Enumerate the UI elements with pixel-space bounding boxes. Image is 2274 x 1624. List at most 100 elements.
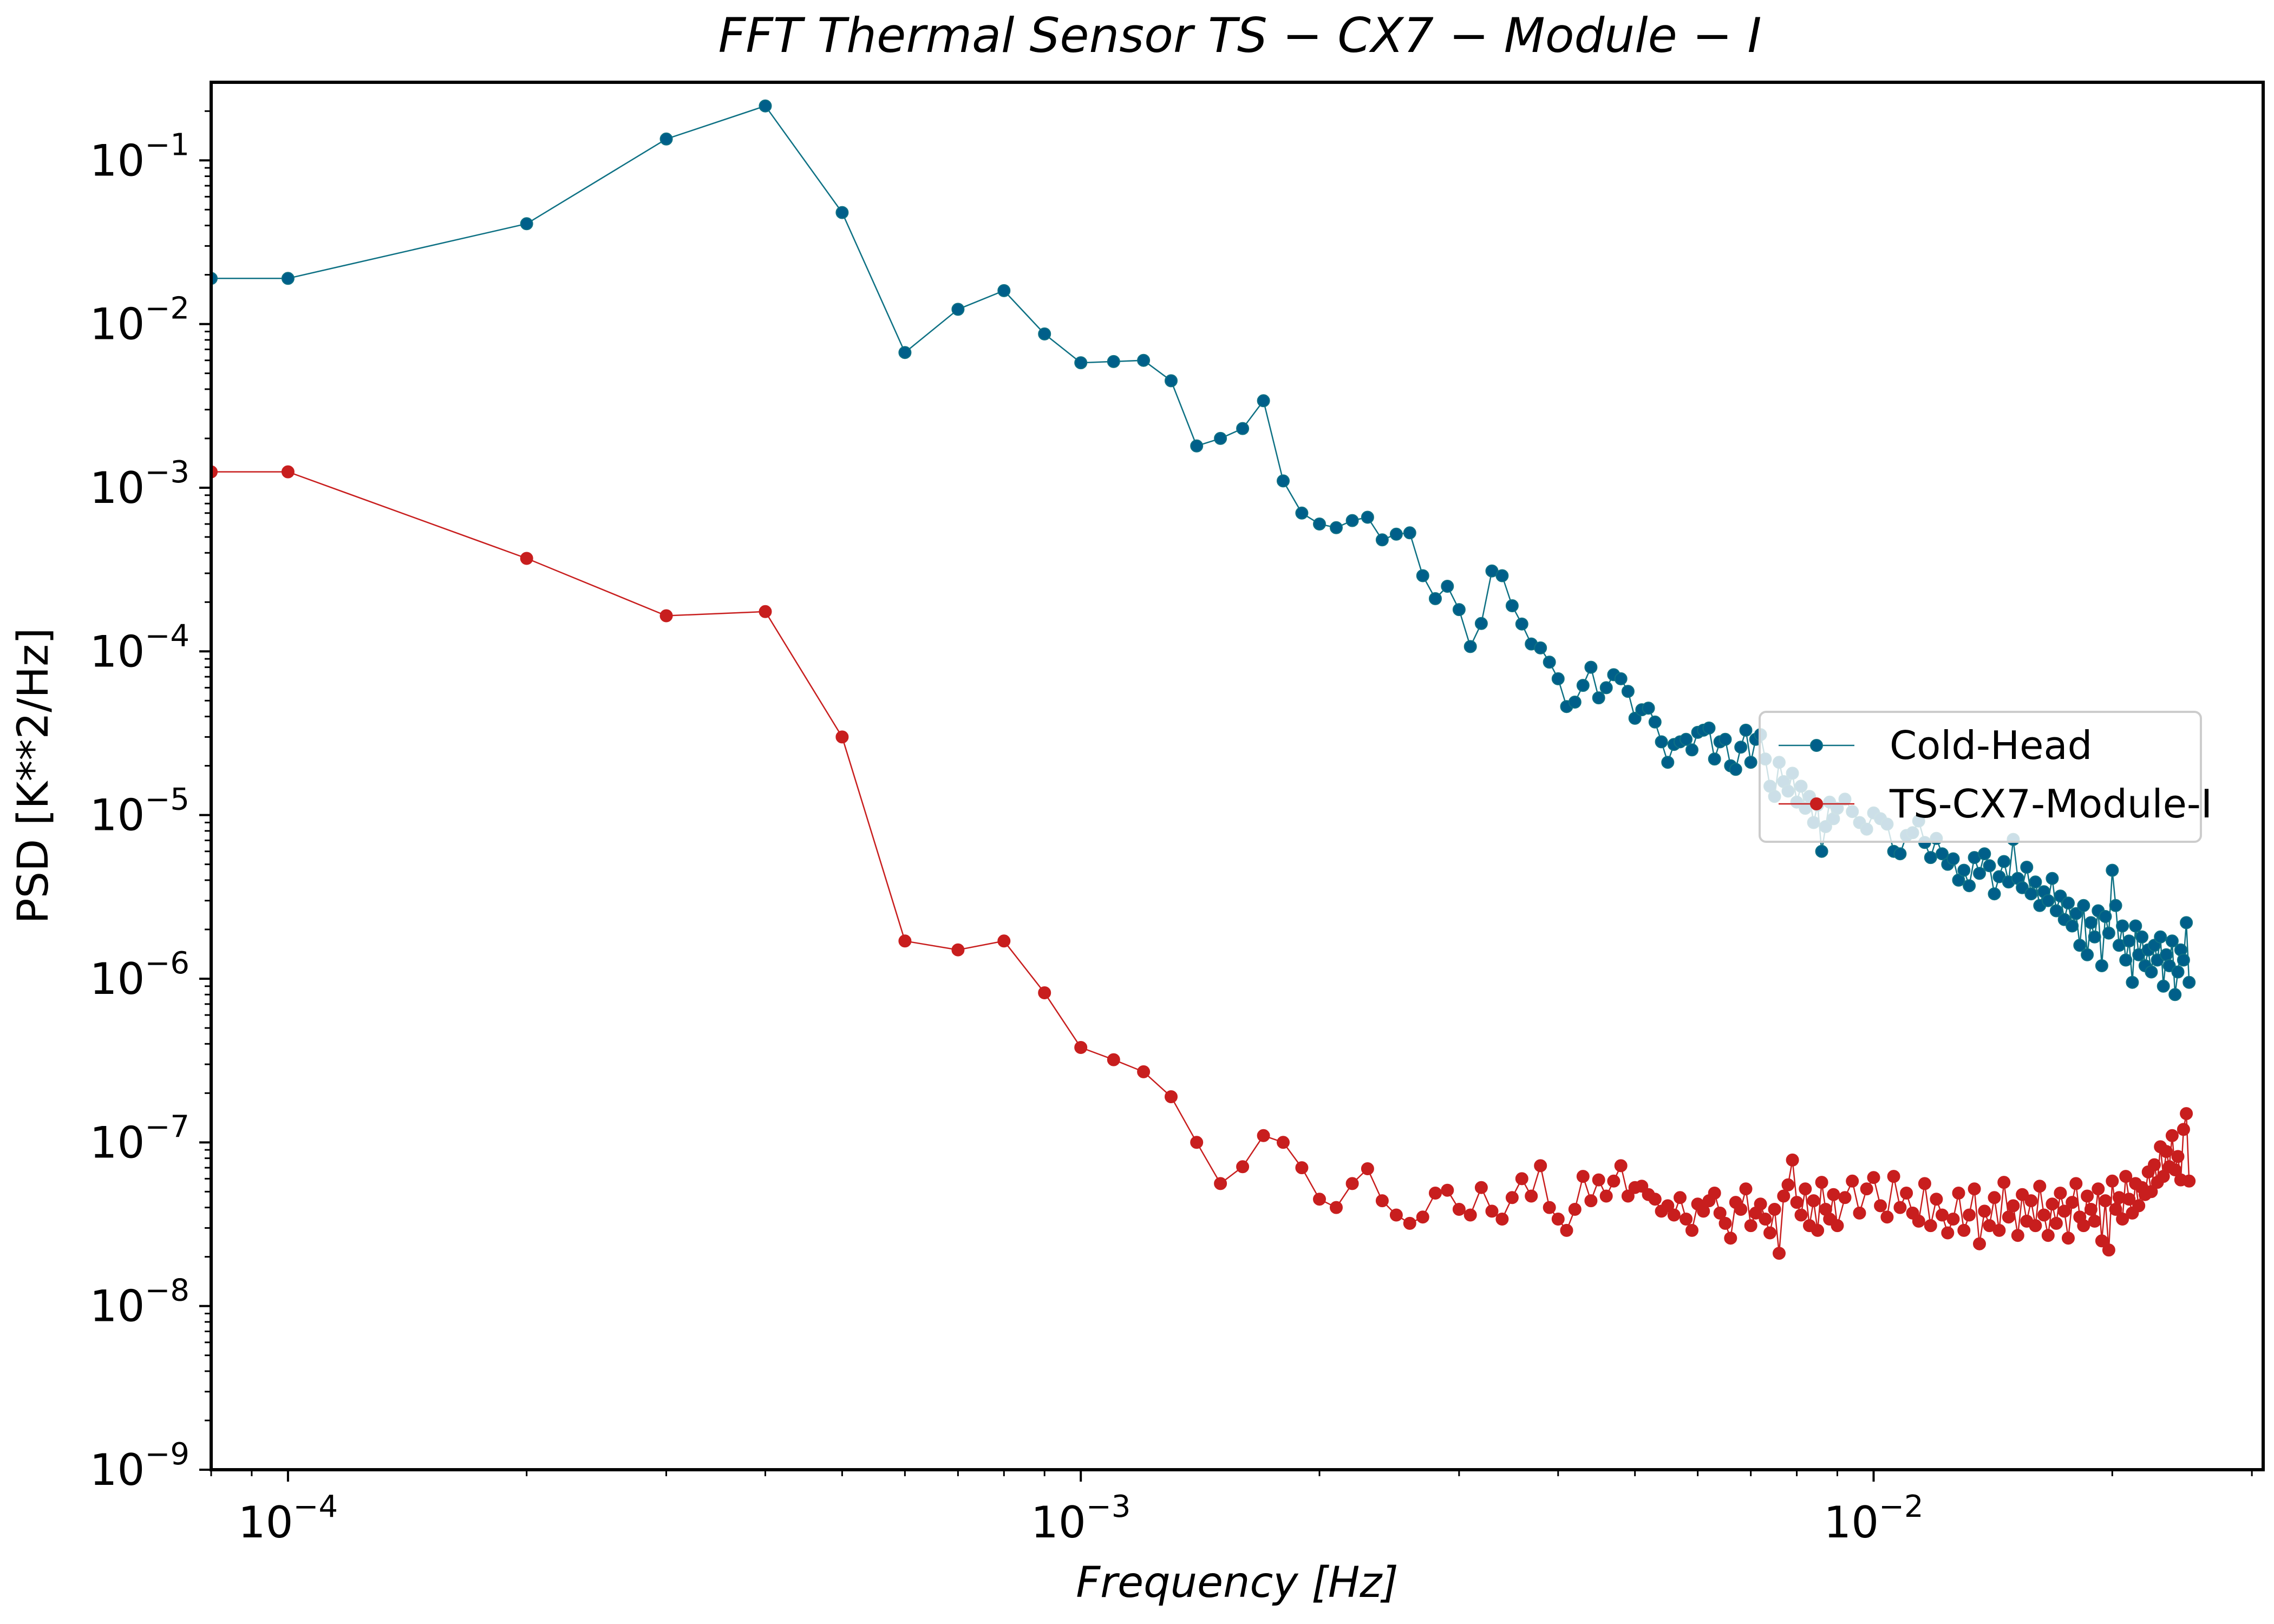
- data-point: [1680, 1213, 1693, 1226]
- data-point: [1708, 752, 1721, 766]
- data-point: [2106, 863, 2119, 877]
- data-point: [2020, 861, 2034, 874]
- data-point: [2069, 907, 2083, 920]
- data-point: [1190, 439, 1204, 453]
- data-point: [1718, 732, 1732, 746]
- data-point: [1744, 756, 1757, 769]
- data-point: [2081, 948, 2094, 961]
- data-point: [2062, 896, 2075, 910]
- data-point: [1534, 641, 1547, 654]
- y-tick-label: 10−6: [90, 946, 190, 1004]
- data-point: [1811, 1223, 1825, 1237]
- y-tick-label: 10−4: [90, 618, 190, 677]
- data-point: [2054, 1187, 2067, 1200]
- data-point: [1330, 1201, 1343, 1214]
- data-point: [1345, 514, 1359, 527]
- data-point: [1815, 1176, 1828, 1189]
- data-point: [1918, 1177, 1931, 1190]
- legend-label: TS-CX7-Module-I: [1889, 781, 2212, 827]
- data-point: [1551, 672, 1565, 685]
- data-point: [2062, 1232, 2075, 1245]
- data-point: [1375, 533, 1389, 547]
- data-point: [1887, 1170, 1900, 1183]
- data-point: [1936, 1208, 1949, 1222]
- legend-label: Cold-Head: [1890, 723, 2092, 768]
- data-point: [898, 934, 912, 948]
- data-point: [659, 132, 673, 146]
- data-point: [2016, 881, 2029, 894]
- data-point: [1345, 1177, 1359, 1190]
- data-point: [1786, 1153, 1799, 1167]
- data-point: [1592, 691, 1605, 705]
- data-point: [1708, 1187, 1721, 1200]
- data-point: [1474, 617, 1488, 630]
- y-tick-label: 10−8: [90, 1273, 190, 1332]
- data-point: [2182, 975, 2196, 989]
- data-point: [1952, 1187, 1965, 1200]
- data-point: [2109, 1203, 2122, 1216]
- legend-entry: TS-CX7-Module-I: [1779, 781, 2212, 827]
- data-point: [1416, 569, 1429, 582]
- data-point: [2122, 934, 2136, 948]
- data-point: [1900, 1187, 1913, 1200]
- data-point: [2109, 899, 2122, 912]
- data-point: [1614, 1159, 1628, 1173]
- data-point: [2002, 1210, 2015, 1224]
- data-point: [1973, 1237, 1986, 1250]
- data-point: [1295, 1161, 1309, 1175]
- data-point: [1815, 844, 1828, 858]
- data-point: [1655, 735, 1668, 749]
- data-point: [2041, 1229, 2055, 1242]
- y-tick-label: 10−2: [90, 291, 190, 350]
- data-point: [1190, 1136, 1204, 1149]
- data-point: [1441, 580, 1454, 593]
- data-point: [1137, 1065, 1151, 1078]
- data-point: [1754, 1197, 1767, 1211]
- data-point: [1642, 702, 1655, 715]
- y-axis-label: PSD [K**2/Hz]: [9, 628, 58, 924]
- data-point: [1946, 852, 1960, 866]
- data-point: [2049, 1216, 2063, 1230]
- data-point: [1794, 1208, 1808, 1222]
- axes-frame: [210, 81, 2265, 1471]
- data-point: [1853, 1206, 1866, 1220]
- data-point: [1403, 526, 1416, 540]
- data-point: [1963, 1208, 1976, 1222]
- data-point: [1744, 1219, 1757, 1233]
- data-point: [2095, 1234, 2108, 1248]
- data-point: [1648, 1193, 1662, 1206]
- data-point: [2122, 1193, 2136, 1206]
- data-point: [2011, 1229, 2024, 1242]
- data-point: [1807, 1194, 1820, 1208]
- data-point: [2165, 934, 2179, 948]
- data-point: [1429, 1187, 1442, 1200]
- data-point: [1107, 355, 1120, 368]
- data-point: [1621, 685, 1635, 698]
- data-point: [1038, 327, 1051, 340]
- data-point: [1236, 1160, 1250, 1174]
- data-point: [1441, 1183, 1454, 1197]
- data-point: [2099, 1194, 2112, 1208]
- data-point: [1576, 1170, 1590, 1183]
- data-point: [2119, 953, 2133, 967]
- data-point: [1495, 569, 1509, 582]
- data-point: [951, 303, 965, 316]
- data-point: [2162, 959, 2176, 972]
- data-point: [1777, 1189, 1791, 1203]
- data-point: [1592, 1173, 1605, 1187]
- data-point: [2116, 919, 2129, 933]
- axes: 10−4 10−3 10−2 10−9 10−8 10−7 10−6 10−5 10−4 10−3…: [90, 81, 2265, 1548]
- data-point: [1495, 1213, 1509, 1226]
- data-point: [1685, 1223, 1698, 1237]
- data-point: [1416, 1210, 1429, 1224]
- data-point: [1621, 1189, 1635, 1203]
- data-point: [2041, 894, 2055, 907]
- data-point: [1759, 1213, 1772, 1226]
- x-tick-label: 10−3: [1031, 1489, 1131, 1548]
- series-ts-cx7-module-i: [211, 465, 2196, 1260]
- chart-title: FFT Thermal Sensor TS − CX7 − Module − I: [718, 8, 1762, 63]
- data-point: [1946, 1213, 1960, 1226]
- data-point: [2102, 1243, 2115, 1257]
- data-point: [997, 284, 1011, 297]
